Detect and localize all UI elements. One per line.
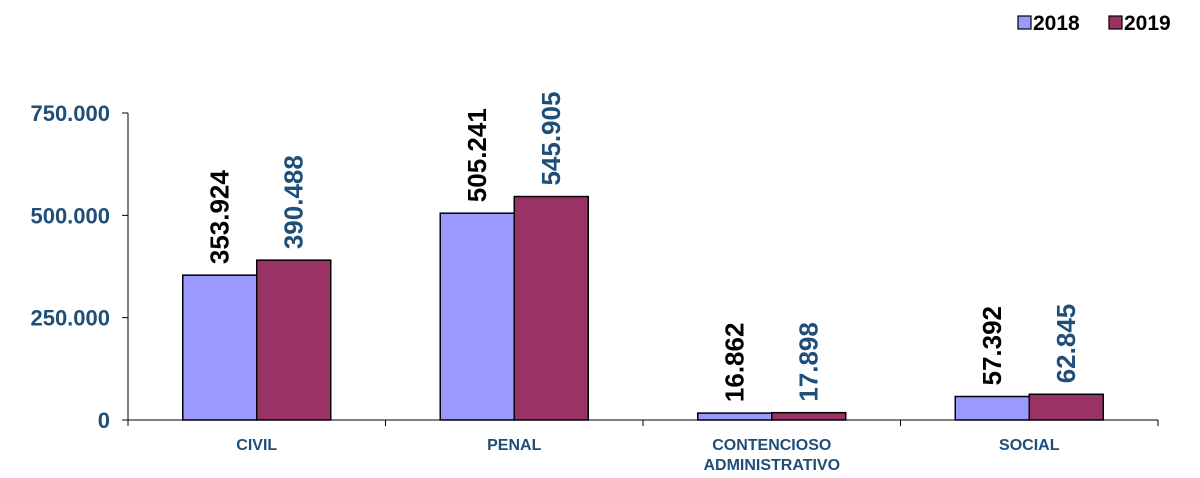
data-label-2018-3: 57.392 bbox=[977, 306, 1007, 386]
data-label-2019-3: 62.845 bbox=[1051, 304, 1081, 384]
x-category-label: SOCIAL bbox=[999, 437, 1060, 454]
y-tick-label: 500.000 bbox=[30, 203, 110, 228]
data-label-2019-2: 17.898 bbox=[794, 322, 824, 402]
bar-2019-2 bbox=[771, 411, 847, 421]
x-category-label: ADMINISTRATIVO bbox=[703, 457, 840, 474]
y-tick-label: 250.000 bbox=[30, 306, 110, 331]
bar-2019-3 bbox=[1028, 393, 1104, 421]
bar-2018-2 bbox=[697, 412, 773, 421]
bar-2019-1 bbox=[513, 195, 589, 421]
y-tick-label: 750.000 bbox=[30, 101, 110, 126]
bars bbox=[182, 195, 1104, 421]
bar-2018-3 bbox=[954, 395, 1030, 421]
bar-2018-1 bbox=[439, 212, 515, 421]
legend-label-2019: 2019 bbox=[1124, 12, 1171, 35]
y-tick-label: 0 bbox=[98, 408, 110, 433]
bar-2018-0 bbox=[182, 274, 258, 421]
bar-2019-0 bbox=[256, 259, 332, 421]
legend-label-2018: 2018 bbox=[1033, 12, 1080, 35]
x-category-label: PENAL bbox=[487, 437, 541, 454]
data-label-2019-0: 390.488 bbox=[279, 155, 309, 249]
x-category-label: CONTENCIOSO bbox=[712, 437, 831, 454]
x-axis: CIVIL PENAL CONTENCIOSO ADMINISTRATIVO SOCIA… bbox=[127, 419, 1159, 474]
legend-swatch-2018 bbox=[1017, 15, 1032, 30]
data-label-2018-0: 353.924 bbox=[205, 170, 235, 265]
legend: 2018 2019 bbox=[1017, 12, 1171, 35]
x-category-label: CIVIL bbox=[236, 437, 277, 454]
data-label-2019-1: 545.905 bbox=[536, 92, 566, 186]
data-label-2018-2: 16.862 bbox=[720, 323, 750, 403]
data-labels: 353.924 505.241 16.862 57.392 390.488 545.905… bbox=[205, 92, 1082, 403]
data-label-2018-1: 505.241 bbox=[462, 108, 492, 202]
y-axis: 0 250.000 500.000 750.000 bbox=[30, 101, 129, 433]
legend-swatch-2019 bbox=[1108, 15, 1123, 30]
